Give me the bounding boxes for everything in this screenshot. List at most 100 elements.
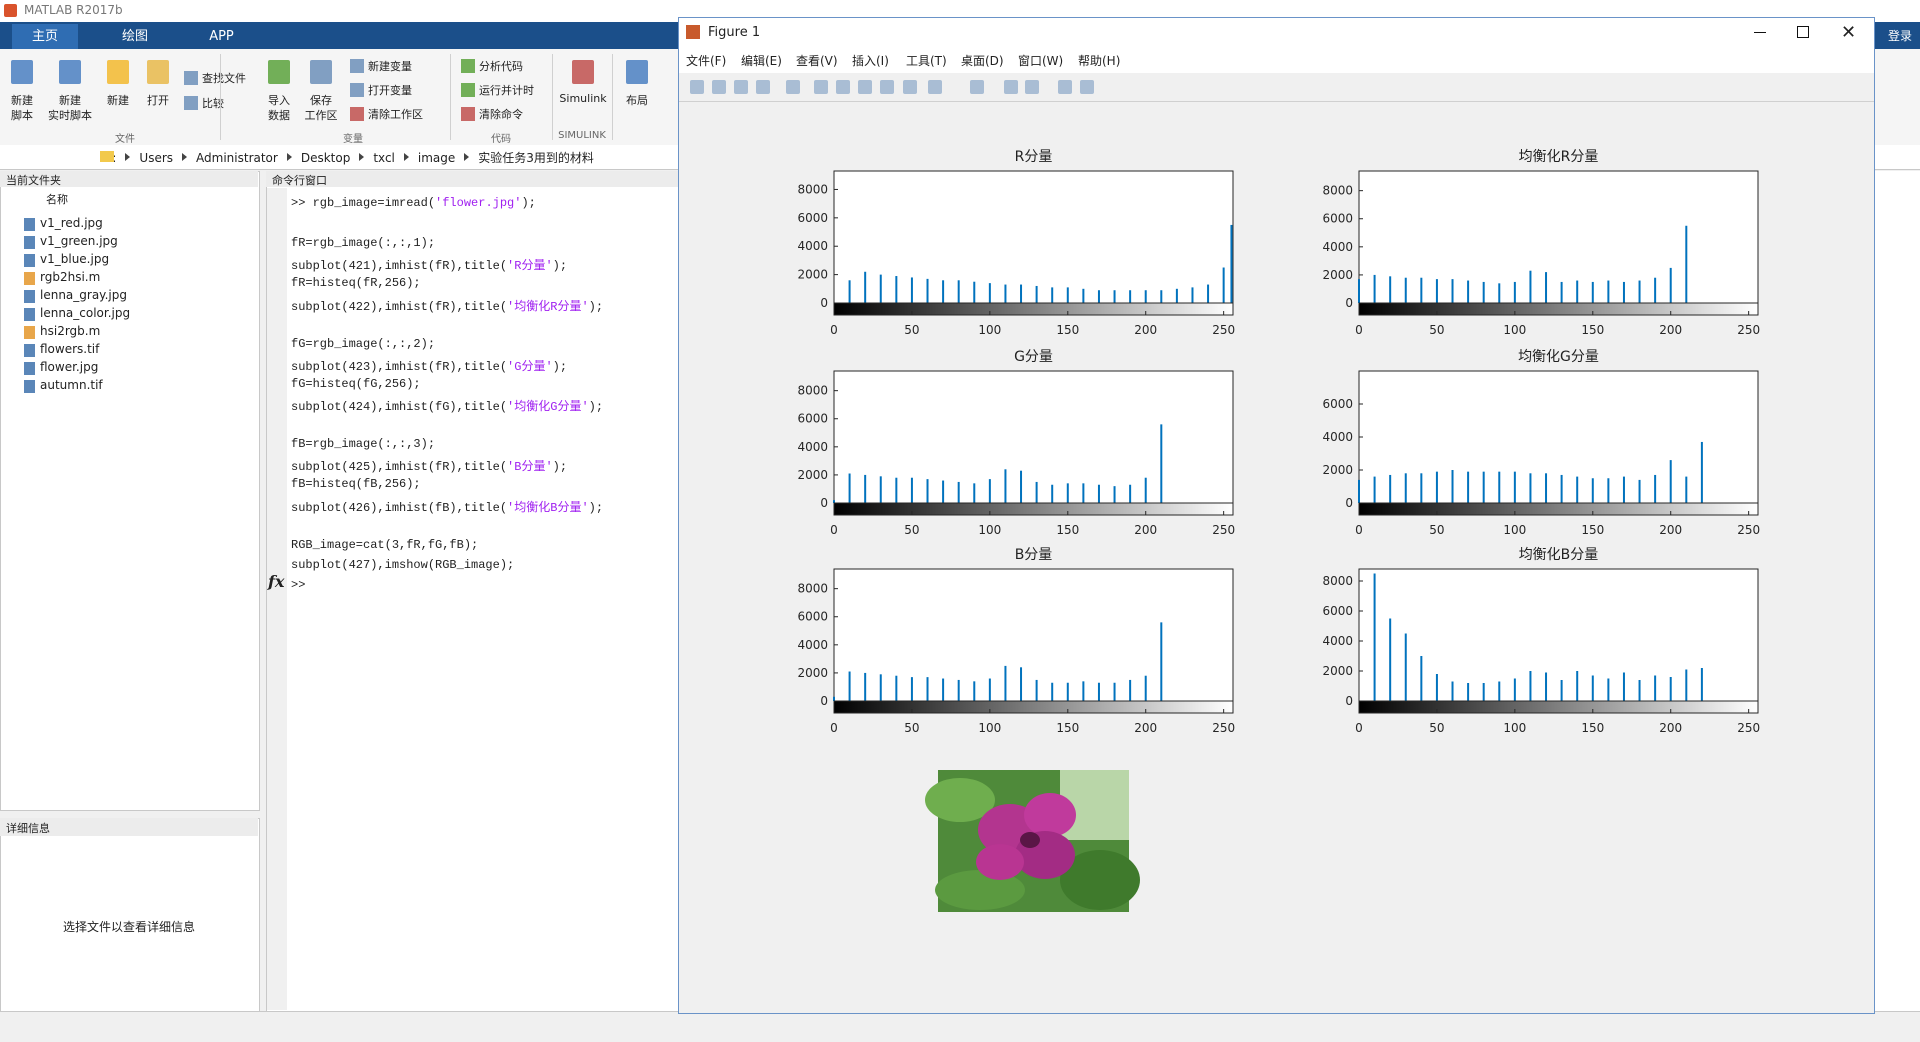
ribbon-button-label[interactable]: 新建: [59, 94, 81, 107]
toolbar-button[interactable]: [928, 80, 942, 94]
figure-menu[interactable]: 工具(T): [906, 54, 947, 68]
code-line: subplot(425),imhist(fR),title('B分量');: [291, 457, 567, 474]
code-token: 'flower.jpg': [435, 196, 522, 210]
ribbon-button-label[interactable]: 保存: [310, 94, 332, 107]
path-segment[interactable]: 实验任务3用到的材料: [478, 151, 594, 165]
ribbon-button-label[interactable]: 实时脚本: [48, 109, 92, 122]
ribbon-button-label[interactable]: 清除命令: [479, 108, 523, 121]
path-segment[interactable]: Desktop: [300, 150, 351, 165]
figure-menu[interactable]: 窗口(W): [1018, 54, 1064, 68]
ribbon-button-label[interactable]: 查找文件: [202, 72, 246, 85]
toolbar-button[interactable]: [756, 80, 770, 94]
figure-menu[interactable]: 桌面(D): [961, 54, 1004, 68]
path-segment[interactable]: image: [417, 150, 456, 165]
ribbon-button-label[interactable]: 数据: [268, 109, 290, 122]
file-item[interactable]: flowers.tif: [40, 342, 100, 356]
file-item[interactable]: flower.jpg: [40, 360, 99, 374]
file-item[interactable]: v1_red.jpg: [40, 216, 103, 230]
y-tick-label: 6000: [797, 211, 828, 225]
file-item[interactable]: v1_green.jpg: [40, 234, 118, 248]
code-token: '均衡化R分量': [507, 299, 589, 314]
ribbon-button-label[interactable]: 打开: [147, 94, 169, 107]
button-icon: [268, 60, 290, 84]
ribbon-button-label[interactable]: 清除工作区: [368, 108, 423, 121]
y-tick-label: 4000: [797, 638, 828, 652]
ribbon-button-label[interactable]: 新建: [11, 94, 33, 107]
subplot-title: 均衡化G分量: [1518, 349, 1599, 365]
histogram-bar: [1097, 682, 1100, 701]
figure-icon: [686, 25, 700, 39]
toolbar-button[interactable]: [814, 80, 828, 94]
histogram-bar: [895, 276, 898, 303]
ribbon-button-label[interactable]: 脚本: [11, 109, 33, 122]
y-tick-label: 4000: [1322, 634, 1353, 648]
toolbar-button[interactable]: [1080, 80, 1094, 94]
file-item[interactable]: v1_blue.jpg: [40, 252, 110, 266]
ribbon-tab[interactable]: APP: [209, 29, 234, 44]
ribbon-button-label[interactable]: 导入: [268, 94, 290, 107]
column-header[interactable]: 名称: [46, 193, 68, 206]
gutter: [267, 188, 287, 1010]
toolbar-button[interactable]: [880, 80, 894, 94]
ribbon-button-label[interactable]: 布局: [626, 94, 648, 107]
button-icon: [350, 107, 364, 121]
figure-menu[interactable]: 查看(V): [796, 54, 838, 68]
path-separator: [464, 153, 470, 161]
file-item[interactable]: lenna_gray.jpg: [40, 288, 127, 302]
toolbar-button[interactable]: [712, 80, 726, 94]
ribbon-button-label[interactable]: 运行并计时: [479, 84, 534, 97]
histogram-bar: [1404, 633, 1407, 701]
histogram-bar: [957, 679, 960, 701]
histogram-bar: [1622, 672, 1625, 701]
file-item[interactable]: lenna_color.jpg: [40, 306, 131, 320]
toolbar-button[interactable]: [1058, 80, 1072, 94]
code-token: >> rgb_image=imread(: [291, 196, 436, 210]
toolbar-button[interactable]: [970, 80, 984, 94]
ribbon-button-label[interactable]: 新建: [107, 94, 129, 107]
file-item[interactable]: rgb2hsi.m: [40, 270, 101, 284]
path-segment[interactable]: Users: [139, 150, 174, 165]
histogram-bar: [973, 681, 976, 701]
toolbar-button[interactable]: [1004, 80, 1018, 94]
button-icon: [184, 96, 198, 110]
file-item[interactable]: autumn.tif: [40, 378, 103, 392]
path-segment[interactable]: txcl: [373, 150, 395, 165]
figure-menu[interactable]: 编辑(E): [741, 54, 782, 68]
fx-icon: fx: [268, 572, 285, 591]
toolbar-button[interactable]: [690, 80, 704, 94]
ribbon-tab[interactable]: 主页: [12, 24, 78, 49]
figure-menu[interactable]: 帮助(H): [1078, 54, 1121, 68]
button-icon: [461, 107, 475, 121]
ribbon-button-label[interactable]: 比较: [202, 97, 224, 110]
toolbar-button[interactable]: [1025, 80, 1039, 94]
toolbar-button[interactable]: [734, 80, 748, 94]
toolbar-button[interactable]: [858, 80, 872, 94]
x-tick-label: 150: [1056, 323, 1079, 337]
y-tick-label: 8000: [797, 384, 828, 398]
minimize-button[interactable]: [1754, 32, 1766, 33]
login-button[interactable]: 登录: [1880, 24, 1920, 48]
ribbon-button-label[interactable]: 新建变量: [368, 60, 412, 73]
ribbon-button-label[interactable]: 分析代码: [479, 60, 523, 73]
maximize-button[interactable]: [1797, 26, 1809, 38]
figure-menu[interactable]: 文件(F): [686, 54, 727, 68]
ribbon-button-label[interactable]: Simulink: [559, 92, 607, 105]
status-bar: [0, 1011, 1920, 1042]
histogram-bar: [926, 278, 929, 303]
close-button[interactable]: ✕: [1841, 22, 1857, 43]
y-tick-label: 4000: [1322, 240, 1353, 254]
histogram-bar: [1700, 441, 1703, 503]
figure-menu[interactable]: 插入(I): [852, 54, 889, 68]
ribbon-tab[interactable]: 绘图: [121, 29, 148, 44]
path-segment[interactable]: Administrator: [196, 150, 278, 165]
toolbar-button[interactable]: [786, 80, 800, 94]
toolbar-button[interactable]: [836, 80, 850, 94]
ribbon-button-label[interactable]: 工作区: [304, 109, 338, 122]
histogram-bar: [1498, 681, 1501, 701]
toolbar-button[interactable]: [903, 80, 917, 94]
code-token: fG=histeq(fG,256);: [291, 376, 421, 391]
file-item[interactable]: hsi2rgb.m: [40, 324, 101, 338]
button-icon: [461, 83, 475, 97]
file-icon: [24, 380, 35, 393]
ribbon-button-label[interactable]: 打开变量: [368, 84, 412, 97]
